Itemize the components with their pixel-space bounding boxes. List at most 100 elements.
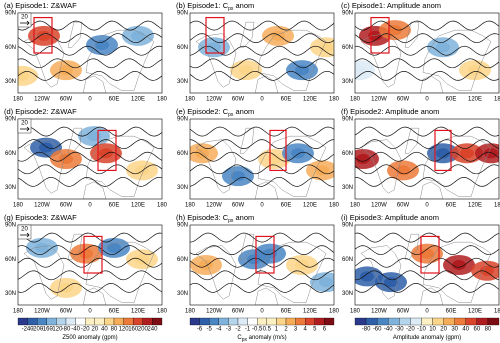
colorbar-tick: 10 (429, 327, 436, 333)
colorbar-segment (421, 317, 433, 326)
land (195, 139, 237, 194)
colorbar-segment (104, 317, 115, 326)
lon-label: 120W (206, 309, 222, 315)
title-sub: px (228, 218, 234, 224)
anomaly-core (436, 148, 450, 159)
lon-label: 120E (303, 309, 317, 315)
land (422, 29, 492, 91)
anomaly-core (59, 154, 73, 164)
land (257, 241, 327, 303)
lon-label: 60E (281, 203, 292, 209)
title-text: (i) Episode3: Amplitude anom (341, 213, 439, 222)
anomaly-core (99, 148, 113, 159)
anomaly-core (39, 142, 53, 153)
region-box (370, 16, 390, 54)
land (82, 181, 107, 199)
region-box (420, 235, 440, 274)
lon-label: 0 (260, 97, 264, 103)
colorbar-segment (295, 317, 306, 326)
colorbar-segment (476, 317, 489, 326)
colorbar-tick: 40 (101, 327, 108, 333)
colorbar-tick: -4 (216, 327, 222, 333)
anomaly-core (319, 42, 333, 53)
map-frame (189, 12, 335, 94)
colorbar-tick: 6 (323, 327, 327, 333)
colorbar-tick: 20 (91, 327, 98, 333)
contour (355, 126, 499, 137)
panel-title: (h) Episode3: Cpx anom (176, 213, 254, 224)
colorbar-segment (443, 317, 455, 326)
region-box (33, 16, 53, 54)
lat-label: 90N (342, 223, 353, 229)
land (195, 33, 237, 88)
label-sub: px (242, 337, 248, 343)
colorbar-tick: 60 (474, 327, 481, 333)
lat-label: 90N (5, 117, 16, 123)
vector-arrow (20, 126, 30, 132)
lon-label: 120W (371, 97, 387, 103)
land (419, 181, 444, 199)
colorbar-segment (152, 317, 163, 326)
map (18, 119, 162, 199)
land (254, 75, 279, 93)
contour (190, 151, 334, 162)
title-text: (b) Episode1: C (176, 1, 229, 10)
land (254, 287, 279, 305)
land (85, 29, 155, 91)
contour (355, 177, 499, 187)
colorbar-tick: 160 (128, 327, 139, 333)
lon-label: 60E (281, 309, 292, 315)
colorbar-tick: -2 (235, 327, 241, 333)
colorbar-segment (27, 317, 38, 326)
lon-label: 60W (60, 203, 73, 209)
colorbar-tick: -10 (417, 327, 426, 333)
lon-label: 0 (88, 309, 92, 315)
colorbar-segment (354, 317, 367, 326)
colorbar-segment (377, 317, 389, 326)
colorbar-tick: -20 (406, 327, 415, 333)
contour (18, 20, 162, 31)
land (67, 21, 83, 48)
contour (190, 257, 334, 268)
lon-label: 180 (157, 97, 168, 103)
anomaly-core (131, 30, 145, 41)
lat-label: 30N (342, 79, 353, 85)
anomaly-core (107, 242, 121, 253)
title-text: (d) Episode2: Z&WAF (4, 107, 77, 116)
lat-label: 90N (5, 223, 16, 229)
colorbar-segment (266, 317, 277, 326)
colorbar-tick: -200 (31, 327, 44, 333)
anomaly-core (135, 254, 149, 265)
lat-label: 60N (5, 45, 16, 51)
vector-label: 20 (21, 15, 28, 21)
land (67, 233, 83, 260)
lat-label: 30N (342, 291, 353, 297)
lon-label: 180 (329, 309, 340, 315)
map-frame (189, 118, 335, 200)
land (23, 139, 65, 194)
lat-label: 90N (5, 11, 16, 17)
colorbar-segment (218, 317, 229, 326)
lon-label: 60W (397, 203, 410, 209)
colorbar-tick: -60 (373, 327, 382, 333)
lon-label: 0 (88, 97, 92, 103)
title-text: (h) Episode3: C (176, 213, 229, 222)
contour (18, 257, 162, 268)
colorbar-segment (37, 317, 47, 326)
lat-label: 60N (342, 45, 353, 51)
map-frame (17, 118, 163, 200)
region-box (205, 16, 225, 54)
anomaly-core (360, 271, 374, 282)
lon-label: 60E (446, 309, 457, 315)
lon-label: 120E (131, 309, 145, 315)
lon-label: 120E (303, 97, 317, 103)
lon-label: 60E (109, 309, 120, 315)
lon-label: 180 (329, 97, 340, 103)
lon-label: 0 (425, 97, 429, 103)
lon-label: 0 (425, 309, 429, 315)
vector-key (17, 118, 32, 134)
contour (355, 58, 499, 69)
land (422, 135, 492, 197)
colorbar-segment (285, 317, 296, 326)
contour (355, 257, 499, 268)
